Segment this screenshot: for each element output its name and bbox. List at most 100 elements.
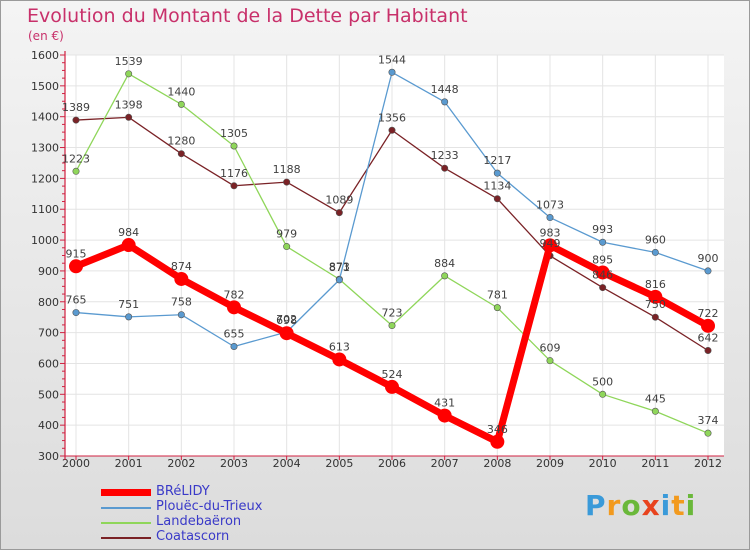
data-point — [546, 214, 554, 222]
proxiti-logo: Proxiti — [585, 489, 696, 522]
data-label: 346 — [487, 423, 508, 436]
data-label: 1398 — [115, 98, 143, 111]
chart-unit: (en €) — [28, 29, 64, 43]
data-point — [701, 318, 715, 333]
data-point — [493, 169, 501, 177]
legend-label-plouec: Plouëc-du-Trieux — [156, 499, 263, 514]
data-label: 884 — [434, 257, 455, 270]
x-tick-label: 2009 — [536, 457, 564, 470]
x-tick-label: 2004 — [273, 457, 301, 470]
data-label: 1448 — [431, 83, 459, 96]
data-point — [441, 272, 449, 280]
data-point — [332, 352, 347, 367]
data-label: 782 — [224, 288, 245, 301]
y-tick-label: 700 — [38, 327, 59, 340]
data-point — [69, 259, 83, 274]
data-label: 723 — [382, 307, 403, 320]
data-point — [283, 178, 291, 186]
data-point — [441, 164, 449, 172]
data-label: 781 — [487, 289, 508, 302]
data-point — [72, 167, 80, 175]
x-tick-label: 2008 — [483, 457, 511, 470]
data-point — [125, 113, 133, 121]
data-point — [72, 116, 80, 124]
data-point — [177, 311, 185, 319]
y-tick-label: 1500 — [31, 80, 59, 93]
data-point — [283, 243, 291, 251]
data-label: 431 — [434, 397, 455, 410]
y-tick-label: 1000 — [31, 234, 59, 247]
legend-swatch-landebaeron — [101, 522, 151, 524]
data-label: 374 — [698, 414, 719, 427]
data-point — [125, 313, 133, 321]
data-label: 895 — [592, 253, 613, 266]
data-label: 1305 — [220, 127, 248, 140]
data-label: 1217 — [483, 154, 511, 167]
data-label: 758 — [171, 296, 192, 309]
data-label: 915 — [66, 247, 87, 260]
logo-letter: i — [685, 489, 697, 522]
data-label: 722 — [698, 307, 719, 320]
data-label: 846 — [592, 269, 613, 282]
x-tick-label: 2007 — [431, 457, 459, 470]
data-label: 1233 — [431, 149, 459, 162]
legend-label-landebaeron: Landebaëron — [156, 514, 242, 529]
y-tick-label: 600 — [38, 357, 59, 370]
y-tick-label: 400 — [38, 419, 59, 432]
data-point — [121, 238, 136, 253]
data-label: 1544 — [378, 53, 406, 66]
data-point — [437, 408, 452, 423]
data-point — [595, 265, 610, 280]
data-point — [493, 304, 501, 312]
data-label: 960 — [645, 233, 666, 246]
data-label: 765 — [66, 294, 87, 307]
logo-letter: x — [641, 489, 661, 522]
data-point — [704, 267, 712, 275]
data-label: 873 — [329, 260, 350, 273]
data-label: 1073 — [536, 199, 564, 212]
y-tick-label: 1200 — [31, 172, 59, 185]
data-point — [493, 195, 501, 203]
legend-item-landebaeron: Landebaëron — [101, 514, 361, 530]
legend-item-brelidy: BRéLIDY — [101, 484, 361, 500]
x-tick-label: 2011 — [641, 457, 669, 470]
data-point — [543, 238, 557, 253]
data-point — [385, 379, 399, 394]
y-tick-label: 300 — [38, 450, 59, 463]
y-tick-label: 1600 — [31, 49, 59, 62]
x-tick-label: 2001 — [115, 457, 143, 470]
data-label: 816 — [645, 278, 666, 291]
data-point — [599, 238, 607, 246]
data-label: 750 — [645, 298, 666, 311]
y-tick-label: 1300 — [31, 142, 59, 155]
data-label: 979 — [276, 228, 297, 241]
legend-swatch-brelidy — [101, 489, 151, 496]
data-point — [72, 309, 80, 317]
data-label: 702 — [276, 313, 297, 326]
data-point — [648, 289, 663, 304]
data-point — [704, 347, 712, 355]
data-point — [174, 271, 189, 286]
data-label: 1176 — [220, 167, 248, 180]
data-point — [227, 300, 241, 315]
data-label: 642 — [698, 332, 719, 345]
x-tick-label: 2000 — [62, 457, 90, 470]
data-point — [279, 326, 294, 341]
data-label: 1356 — [378, 111, 406, 124]
data-label: 1280 — [167, 135, 195, 148]
data-label: 871 — [329, 261, 350, 274]
y-tick-label: 900 — [38, 265, 59, 278]
data-label: 983 — [540, 226, 561, 239]
data-label: 1223 — [62, 152, 90, 165]
data-point — [230, 142, 238, 150]
x-tick-label: 2010 — [589, 457, 617, 470]
data-point — [388, 68, 396, 76]
data-label: 1134 — [483, 180, 511, 193]
x-tick-label: 2003 — [220, 457, 248, 470]
data-point — [651, 313, 659, 321]
data-label: 949 — [540, 237, 561, 250]
data-point — [490, 434, 505, 449]
logo-letter: r — [606, 489, 622, 522]
